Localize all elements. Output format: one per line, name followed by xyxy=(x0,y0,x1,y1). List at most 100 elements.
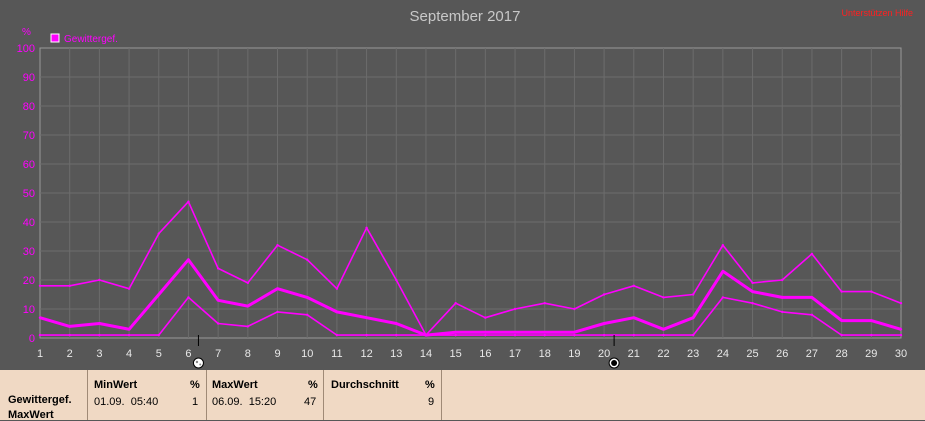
y-tick-label: 90 xyxy=(23,72,35,84)
x-tick-label: 24 xyxy=(717,348,729,360)
data-point-mean xyxy=(781,296,784,299)
data-point-max xyxy=(276,244,279,247)
y-tick-label: 60 xyxy=(23,159,35,171)
data-point-min xyxy=(602,333,606,337)
data-point-max xyxy=(365,226,368,229)
data-point-mean xyxy=(335,310,339,314)
panel-divider xyxy=(323,370,324,420)
y-tick-label: 40 xyxy=(23,217,35,229)
full-moon-crater xyxy=(199,363,202,366)
data-point-max xyxy=(98,278,101,282)
new-moon-icon xyxy=(608,357,620,369)
data-point-min xyxy=(335,333,339,337)
data-point-max xyxy=(484,316,487,319)
data-point-mean xyxy=(632,316,635,319)
max-date: 06.09. 15:20 xyxy=(212,396,277,408)
y-axis-unit-label: % xyxy=(22,27,31,38)
average-value: 9 xyxy=(428,396,435,408)
data-point-min xyxy=(216,322,220,325)
y-tick-label: 80 xyxy=(23,101,35,113)
min-value: 1 xyxy=(192,396,199,408)
x-tick-label: 2 xyxy=(67,348,73,360)
x-tick-label: 22 xyxy=(657,348,669,360)
min-header: MinWert xyxy=(94,379,138,391)
data-point-mean xyxy=(98,322,101,325)
data-point-min xyxy=(484,333,487,337)
data-point-mean xyxy=(870,319,873,322)
data-point-mean xyxy=(454,331,457,334)
x-tick-label: 15 xyxy=(450,348,462,360)
data-point-mean xyxy=(721,270,725,273)
data-point-max xyxy=(751,281,754,285)
x-tick-label: 3 xyxy=(96,348,102,360)
x-tick-label: 18 xyxy=(539,348,551,360)
data-point-mean xyxy=(187,258,190,261)
data-point-min xyxy=(781,310,784,314)
x-tick-label: 6 xyxy=(185,348,191,360)
x-tick-label: 9 xyxy=(274,348,280,360)
panel-divider xyxy=(441,370,442,420)
top-right-label[interactable]: Unterstützen Hilfe xyxy=(841,8,913,18)
data-point-max xyxy=(573,307,576,311)
y-tick-label: 20 xyxy=(23,275,35,287)
data-point-min xyxy=(246,325,250,328)
x-tick-label: 29 xyxy=(865,348,877,360)
data-point-max xyxy=(810,252,814,256)
data-point-mean xyxy=(751,290,754,293)
data-point-min xyxy=(899,333,903,337)
x-tick-label: 4 xyxy=(126,348,132,360)
row-label-extra: MaxWert xyxy=(8,409,54,421)
data-point-max xyxy=(840,290,843,293)
data-point-min xyxy=(306,313,309,316)
x-tick-label: 20 xyxy=(598,348,610,360)
average-unit: % xyxy=(425,379,435,391)
data-point-min xyxy=(721,296,725,299)
series-line-min xyxy=(40,296,901,336)
data-point-max xyxy=(187,200,190,203)
full-moon-disc xyxy=(192,357,204,369)
statistics-panel: Gewittergef. MaxWert MinWert % 01.09. 05… xyxy=(0,370,925,421)
series-line-max xyxy=(40,200,902,336)
data-point-mean xyxy=(810,296,814,299)
x-tick-label: 17 xyxy=(509,348,521,360)
x-tick-label: 5 xyxy=(156,348,162,360)
data-point-mean xyxy=(68,325,71,328)
data-point-max xyxy=(632,284,635,287)
data-point-mean xyxy=(484,331,487,334)
data-point-max xyxy=(395,278,398,282)
data-point-min xyxy=(573,333,576,337)
x-tick-label: 8 xyxy=(245,348,251,360)
moon-markers xyxy=(192,335,620,369)
data-point-max xyxy=(543,302,546,305)
data-point-min xyxy=(38,333,42,337)
data-point-mean xyxy=(157,293,160,296)
max-header: MaxWert xyxy=(212,379,258,391)
max-value: 47 xyxy=(304,396,317,408)
data-point-min xyxy=(662,333,665,337)
data-point-min xyxy=(632,333,635,337)
data-point-mean xyxy=(662,328,665,331)
data-point-max xyxy=(899,302,903,305)
y-tick-label: 0 xyxy=(29,333,35,345)
data-point-max xyxy=(781,278,784,282)
min-unit: % xyxy=(190,379,200,391)
data-point-mean xyxy=(246,304,250,308)
data-point-max xyxy=(513,307,517,311)
min-value-cell: MinWert % 01.09. 05:40 1 xyxy=(88,370,206,420)
data-point-mean xyxy=(306,296,309,299)
data-point-max xyxy=(335,287,339,290)
x-tick-label: 21 xyxy=(628,348,640,360)
chart-area: September 2017 Unterstützen Hilfe % Gewi… xyxy=(17,8,913,369)
x-tick-label: 13 xyxy=(390,348,402,360)
data-point-mean xyxy=(365,316,368,319)
data-point-max xyxy=(454,302,457,305)
data-point-max xyxy=(68,284,71,287)
x-tick-label: 26 xyxy=(776,348,788,360)
data-point-min xyxy=(543,333,546,337)
data-point-mean xyxy=(276,287,279,290)
data-point-min xyxy=(691,333,695,337)
data-point-min xyxy=(187,296,190,299)
data-point-min xyxy=(395,333,398,337)
data-point-min xyxy=(127,333,131,337)
data-point-min xyxy=(276,310,279,314)
